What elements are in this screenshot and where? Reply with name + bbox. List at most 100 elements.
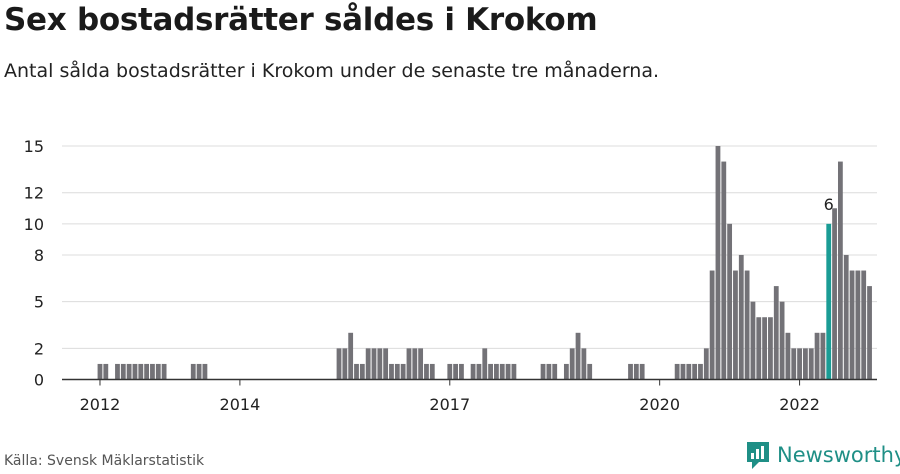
bar (155, 363, 161, 380)
bar (138, 363, 144, 380)
bar (750, 301, 756, 380)
bar (103, 363, 109, 380)
x-tick-label: 2020 (639, 395, 680, 414)
bar (394, 363, 400, 380)
source-note: Källa: Svensk Mäklarstatistik (4, 453, 205, 469)
bar (488, 363, 493, 380)
bar (738, 254, 744, 380)
bar (371, 348, 377, 380)
bar (190, 363, 196, 380)
bar (715, 146, 721, 380)
y-tick-label: 10 (24, 215, 44, 234)
bar (861, 270, 867, 380)
bar (499, 363, 505, 380)
bar (342, 348, 348, 380)
bar (768, 317, 773, 380)
bar (756, 317, 762, 380)
bar (505, 363, 511, 380)
data-label: 6 (824, 195, 834, 214)
y-tick-label: 5 (34, 293, 44, 312)
bar (587, 363, 593, 380)
bar (727, 223, 733, 380)
bar (97, 363, 103, 380)
bar (354, 363, 359, 380)
bar (470, 363, 476, 380)
bar (733, 270, 738, 380)
y-tick-label: 8 (34, 246, 44, 265)
bar (569, 348, 575, 380)
chart-title: Sex bostadsrätter såldes i Krokom (4, 2, 598, 38)
bar (773, 286, 779, 380)
bar (161, 363, 167, 380)
bar (721, 161, 727, 380)
newsworthy-logo-icon (747, 442, 769, 469)
bar (348, 332, 354, 380)
bar (686, 363, 692, 380)
bar (115, 363, 120, 380)
bar (424, 363, 429, 380)
bar (698, 363, 703, 380)
bar (814, 332, 820, 380)
bar (383, 348, 389, 380)
bar (563, 363, 569, 380)
bar (867, 286, 872, 380)
bar (803, 348, 808, 380)
bar (389, 363, 394, 380)
y-tick-label: 2 (34, 339, 44, 358)
bar (365, 348, 371, 380)
bar (412, 348, 418, 380)
bar (377, 348, 383, 380)
y-tick-label: 15 (24, 137, 44, 156)
bar (779, 301, 785, 380)
bar (400, 363, 406, 380)
brand-name: Newsworthy (777, 443, 900, 467)
bar (703, 348, 709, 380)
y-tick-label: 0 (34, 371, 44, 390)
bar (150, 363, 155, 380)
bar (132, 363, 138, 380)
bar (633, 363, 639, 380)
bar (639, 363, 645, 380)
bar (744, 270, 750, 380)
bar (494, 363, 499, 380)
bar (837, 161, 843, 380)
x-tick-label: 2014 (220, 395, 261, 414)
bar (692, 363, 698, 380)
bar (785, 332, 791, 380)
bar (855, 270, 861, 380)
bar (797, 348, 802, 380)
bar (511, 363, 517, 380)
bar (447, 363, 453, 380)
bar-highlight (826, 223, 832, 380)
bar (196, 363, 202, 380)
bar (126, 363, 132, 380)
bar (418, 348, 424, 380)
bar (552, 363, 558, 380)
bar (453, 363, 459, 380)
bar (709, 270, 715, 380)
bar (359, 363, 365, 380)
x-tick-label: 2012 (80, 395, 121, 414)
bar (202, 363, 208, 380)
bar (406, 348, 412, 380)
bar (120, 363, 126, 380)
bar (540, 363, 546, 380)
bar (144, 363, 150, 380)
bar (628, 363, 633, 380)
bar (762, 317, 767, 380)
bar (674, 363, 680, 380)
bar (820, 332, 826, 380)
bar (581, 348, 587, 380)
brand-logo: Newsworthy (745, 440, 900, 470)
bar (808, 348, 814, 380)
y-tick-label: 12 (24, 184, 44, 203)
x-tick-label: 2017 (429, 395, 470, 414)
bar (575, 332, 581, 380)
bar (546, 363, 552, 380)
chart-subtitle: Antal sålda bostadsrätter i Krokom under… (4, 60, 660, 82)
bar (843, 254, 849, 380)
bar (832, 208, 837, 380)
bar (429, 363, 435, 380)
bar (459, 363, 464, 380)
